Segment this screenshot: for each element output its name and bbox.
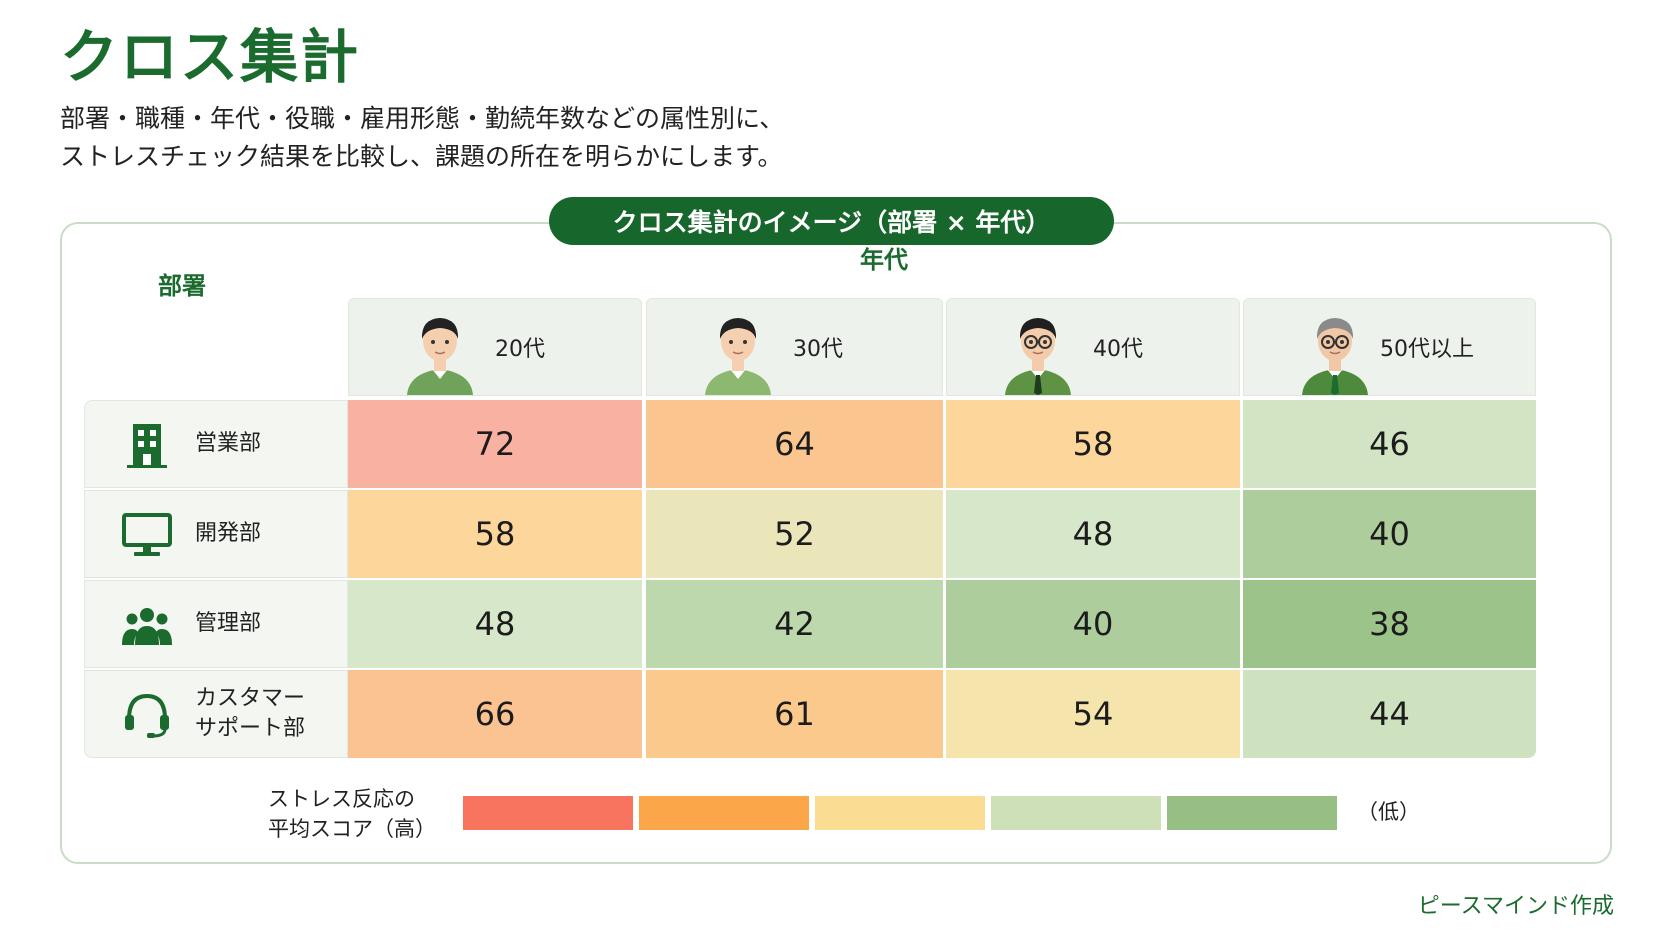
heatmap-cell: 54 bbox=[946, 670, 1240, 758]
heatmap-cell: 48 bbox=[348, 580, 642, 668]
heatmap-cell: 46 bbox=[1243, 400, 1536, 488]
legend-swatch-1 bbox=[463, 796, 633, 830]
age-header-2: 30代 bbox=[646, 298, 943, 396]
avatar bbox=[999, 307, 1077, 395]
heatmap-cell: 44 bbox=[1243, 670, 1536, 758]
subtitle-line-2: ストレスチェック結果を比較し、課題の所在を明らかにします。 bbox=[60, 142, 783, 171]
legend-swatch-4 bbox=[991, 796, 1161, 830]
monitor-icon bbox=[121, 511, 173, 559]
dept-header-label: 開発部 bbox=[195, 521, 262, 546]
legend-swatch-3 bbox=[815, 796, 985, 830]
age-header-3: 40代 bbox=[946, 298, 1240, 396]
age-header-label: 30代 bbox=[793, 337, 843, 362]
heatmap-cell: 38 bbox=[1243, 580, 1536, 668]
heatmap-cell: 40 bbox=[1243, 490, 1536, 578]
people-icon bbox=[121, 601, 173, 649]
legend-swatch-2 bbox=[639, 796, 809, 830]
subtitle-line-1: 部署・職種・年代・役職・雇用形態・勤続年数などの属性別に、 bbox=[60, 104, 785, 133]
age-header-1: 20代 bbox=[348, 298, 642, 396]
dept-header-3: 管理部 bbox=[84, 580, 348, 668]
heatmap-cell: 48 bbox=[946, 490, 1240, 578]
legend-label: ストレス反応の 平均スコア（高） bbox=[268, 784, 436, 844]
page-subtitle: 部署・職種・年代・役職・雇用形態・勤続年数などの属性別に、 ストレスチェック結果… bbox=[60, 100, 784, 176]
headset-icon bbox=[121, 691, 173, 739]
heatmap-cell: 58 bbox=[946, 400, 1240, 488]
age-header-label: 20代 bbox=[495, 337, 545, 362]
heatmap-cell: 72 bbox=[348, 400, 642, 488]
heatmap-cell: 52 bbox=[646, 490, 943, 578]
heatmap-cell: 40 bbox=[946, 580, 1240, 668]
person-avatar-icon bbox=[407, 318, 473, 395]
avatar bbox=[699, 307, 777, 395]
dept-header-2: 開発部 bbox=[84, 490, 348, 578]
footer-credit: ピースマインド作成 bbox=[1417, 894, 1614, 919]
dept-header-label: 管理部 bbox=[195, 611, 262, 636]
col-axis-label: 年代 bbox=[860, 246, 908, 274]
building-icon bbox=[121, 421, 173, 469]
dept-header-4: カスタマー サポート部 bbox=[84, 670, 348, 758]
dept-header-label: カスタマー サポート部 bbox=[195, 686, 306, 741]
dept-header-label: 営業部 bbox=[195, 431, 262, 456]
age-header-4: 50代以上 bbox=[1243, 298, 1536, 396]
panel-title-badge: クロス集計のイメージ（部署 × 年代） bbox=[549, 197, 1114, 245]
heatmap-cell: 64 bbox=[646, 400, 943, 488]
heatmap-cell: 66 bbox=[348, 670, 642, 758]
legend-label-line-2: 平均スコア（高） bbox=[268, 817, 436, 841]
heatmap-cell: 61 bbox=[646, 670, 943, 758]
heatmap-cell: 42 bbox=[646, 580, 943, 668]
dept-header-1: 営業部 bbox=[84, 400, 348, 488]
person-avatar-icon bbox=[705, 318, 771, 395]
age-header-label: 40代 bbox=[1093, 337, 1143, 362]
row-axis-label: 部署 bbox=[158, 272, 206, 300]
person-avatar-icon bbox=[1302, 318, 1368, 395]
person-avatar-icon bbox=[1005, 318, 1071, 395]
legend-label-line-1: ストレス反応の bbox=[268, 787, 415, 811]
avatar bbox=[401, 307, 479, 395]
legend-low-label: （低） bbox=[1357, 800, 1420, 824]
age-header-label: 50代以上 bbox=[1380, 337, 1474, 362]
page-title: クロス集計 bbox=[60, 23, 361, 91]
legend-swatch-5 bbox=[1167, 796, 1337, 830]
avatar bbox=[1296, 307, 1374, 395]
heatmap-cell: 58 bbox=[348, 490, 642, 578]
